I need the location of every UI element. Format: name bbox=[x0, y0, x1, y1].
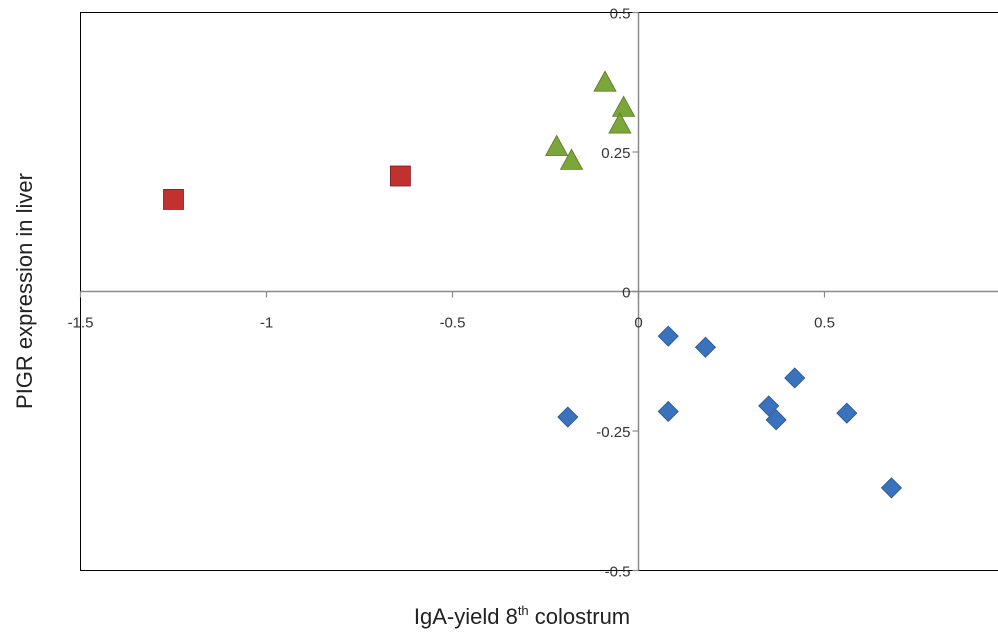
data-point-diamond bbox=[657, 400, 679, 423]
x-axis-label: IgA-yield 8th colostrum bbox=[414, 603, 630, 629]
data-points bbox=[163, 70, 903, 499]
data-point-triangle bbox=[544, 134, 569, 156]
x-tick-label: -0.5 bbox=[440, 315, 466, 332]
data-point-square bbox=[163, 189, 184, 210]
data-point-triangle bbox=[608, 112, 632, 134]
y-tick-label: 0.25 bbox=[601, 145, 630, 162]
x-axis-label-main: IgA-yield 8 bbox=[414, 604, 518, 629]
x-tick-label: 0 bbox=[634, 315, 642, 332]
y-axis-label: PIGR expression in liver bbox=[12, 173, 37, 409]
x-axis-label-sup: th bbox=[518, 603, 529, 618]
y-tick-label: 0.5 bbox=[610, 6, 631, 23]
data-point-diamond bbox=[784, 367, 806, 389]
data-point-diamond bbox=[557, 406, 579, 428]
y-tick-label: -0.25 bbox=[596, 424, 630, 441]
x-tick-label: -1 bbox=[260, 315, 273, 332]
x-tick-label: 0.5 bbox=[814, 315, 835, 332]
data-point-triangle bbox=[611, 95, 636, 117]
data-point-triangle bbox=[593, 70, 617, 92]
data-point-diamond bbox=[880, 477, 903, 499]
data-point-square bbox=[390, 165, 411, 187]
y-tick-label: 0 bbox=[622, 285, 630, 302]
data-point-diamond bbox=[694, 336, 717, 358]
data-point-diamond bbox=[765, 409, 787, 431]
data-point-diamond bbox=[836, 402, 858, 424]
x-tick-label: -1.5 bbox=[68, 315, 94, 332]
axes bbox=[79, 11, 998, 572]
x-axis-label-tail: colostrum bbox=[529, 604, 630, 629]
y-tick-label: -0.5 bbox=[605, 564, 631, 581]
data-point-diamond bbox=[758, 395, 780, 417]
data-point-diamond bbox=[657, 325, 679, 347]
tick-labels: -1.5 -1 -0.5 0 0.5 0.5 0.25 0 -0.25 -0.5 bbox=[68, 6, 835, 581]
data-point-triangle bbox=[559, 148, 584, 170]
